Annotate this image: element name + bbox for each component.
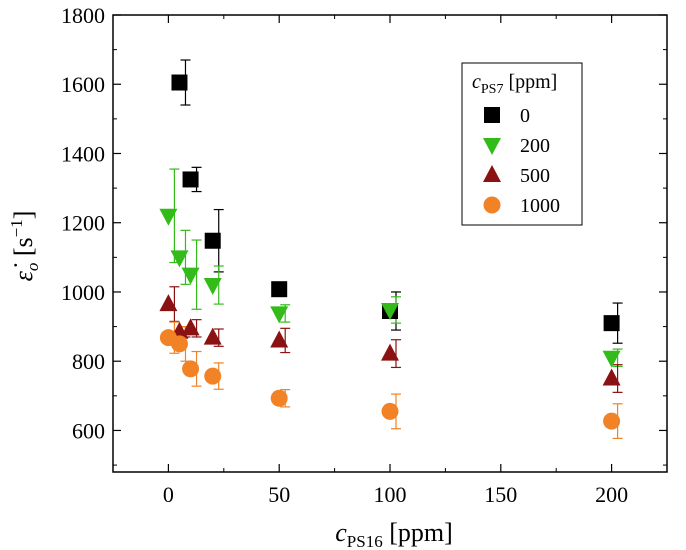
data-point-200 [270,306,289,324]
legend-box [461,62,583,226]
data-point-1000 [182,360,200,378]
y-tick-label: 1800 [61,3,105,28]
legend-marker-500 [483,165,501,182]
data-point-200 [170,250,189,268]
data-point-1000 [381,402,399,420]
x-axis-title-sub: PS16 [347,532,383,550]
legend-label: 500 [520,165,550,187]
data-point-0 [182,171,199,188]
x-axis-title-main: c [335,518,347,547]
data-point-500 [602,368,621,386]
axis-ticks: 0 50 100 150 200 600 800 1000 1200 1400 1600 1800 [61,3,667,507]
legend: cPS7 [ppm] 0 200 500 1000 [461,62,583,226]
legend-title-main: c [472,71,481,93]
y-tick-label: 1000 [61,280,105,305]
y-axis-title: ε̇o [s−1] [7,211,42,282]
data-point-500 [159,294,178,312]
legend-title-sub: PS7 [481,82,504,97]
y-tick-label: 1200 [61,211,105,236]
data-point-200 [381,302,399,320]
y-tick-label: 1400 [61,141,105,166]
data-point-500 [381,343,399,361]
legend-entries: 0 200 500 1000 [483,105,560,217]
data-point-200 [181,267,200,285]
legend-marker-0 [484,107,500,123]
legend-title: cPS7 [ppm] [472,71,557,97]
x-tick-label: 0 [163,482,174,507]
data-point-200 [159,208,178,226]
data-point-0 [204,232,221,249]
data-point-200 [203,278,222,296]
data-point-1000 [170,335,188,353]
legend-title-unit: [ppm] [503,71,557,93]
x-tick-label: 200 [595,482,628,507]
y-axis-title-unit-sup: −1 [7,219,26,237]
data-point-500 [181,318,200,336]
data-point-500 [203,327,222,345]
y-tick-label: 1600 [61,72,105,97]
data-markers [159,74,621,430]
y-axis-title-unit-open: [s [9,237,38,262]
data-point-200 [602,350,621,368]
data-point-0 [603,315,620,332]
data-point-1000 [270,389,288,407]
data-point-500 [270,330,289,348]
y-tick-label: 800 [72,349,105,374]
x-axis-title-unit: [ppm] [383,518,453,547]
data-point-1000 [603,412,621,430]
data-point-0 [271,281,288,298]
data-point-1000 [204,367,222,385]
x-tick-label: 100 [374,482,407,507]
legend-marker-1000 [483,196,501,214]
legend-label: 1000 [520,195,560,217]
legend-label: 200 [520,135,550,157]
data-point-0 [171,74,188,91]
y-tick-label: 600 [72,418,105,443]
y-axis-title-sub: o [23,263,42,272]
legend-marker-200 [483,138,501,155]
legend-label: 0 [520,105,530,127]
x-axis-title: cPS16 [ppm] [335,518,453,550]
x-tick-label: 150 [484,482,517,507]
x-tick-label: 50 [268,482,290,507]
y-axis-title-unit-close: ] [9,211,38,220]
